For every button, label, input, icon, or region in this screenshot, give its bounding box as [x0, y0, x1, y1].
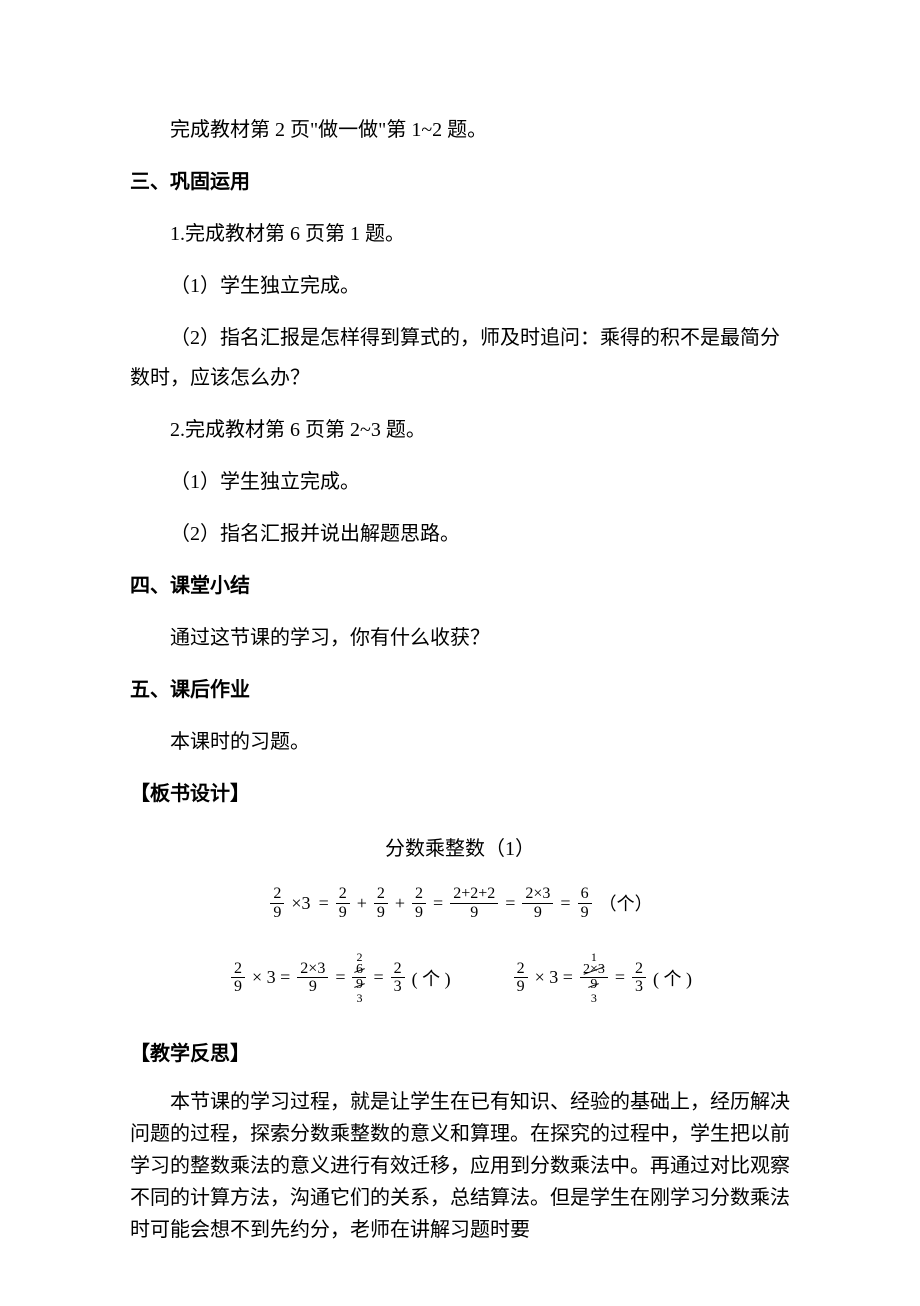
reflection-heading: 【教学反思】	[130, 1034, 790, 1074]
section-3-item-2-sub-1: （1）学生独立完成。	[130, 462, 790, 502]
eq2-frac-3: 2 3	[391, 960, 405, 996]
frac-6: 2×3 9	[522, 885, 553, 921]
section-3-item-1-sub-2: （2）指名汇报是怎样得到算式的，师及时追问：乘得的积不是最简分数时，应该怎么办？	[130, 318, 790, 398]
section-3-item-1-sub-1: （1）学生独立完成。	[130, 266, 790, 306]
frac-3: 2 9	[374, 885, 388, 921]
equation-1: 2 9 ×3 = 2 9 + 2 9 + 2 9 = 2+2+2 9 = 2×3…	[130, 885, 790, 921]
section-4-heading: 四、课堂小结	[130, 566, 790, 606]
frac-4: 2 9	[412, 885, 426, 921]
intro-line: 完成教材第 2 页"做一做"第 1~2 题。	[130, 110, 790, 150]
eq2-frac-2: 2×3 9	[297, 960, 328, 996]
section-4-content: 通过这节课的学习，你有什么收获？	[130, 618, 790, 658]
section-5-content: 本课时的习题。	[130, 722, 790, 762]
frac-1: 2 9	[270, 885, 284, 921]
frac-2: 2 9	[336, 885, 350, 921]
section-3-heading: 三、巩固运用	[130, 162, 790, 202]
equation-2: 2 9 × 3 = 2×3 9 = 2 6 9 3 = 2 3 ( 个 )	[228, 951, 451, 1004]
frac-5: 2+2+2 9	[450, 885, 498, 921]
frac-7: 6 9	[578, 885, 592, 921]
eq3-frac-1: 2 9	[514, 960, 528, 996]
board-design-heading: 【板书设计】	[130, 774, 790, 814]
section-5-heading: 五、课后作业	[130, 670, 790, 710]
eq2-cancel-frac: 2 6 9 3	[352, 951, 366, 1004]
eq3-frac-3: 2 3	[632, 960, 646, 996]
board-title: 分数乘整数（1）	[130, 832, 790, 861]
eq2-frac-1: 2 9	[231, 960, 245, 996]
reflection-content: 本节课的学习过程，就是让学生在已有知识、经验的基础上，经历解决问题的过程，探索分…	[130, 1086, 790, 1246]
equation-3: 2 9 × 3 = 1 2×3 9 3 = 2 3 ( 个 )	[511, 951, 692, 1004]
equation-row-2: 2 9 × 3 = 2×3 9 = 2 6 9 3 = 2 3 ( 个 )	[130, 951, 790, 1004]
eq3-cancel-frac: 1 2×3 9 3	[580, 951, 608, 1004]
section-3-item-2: 2.完成教材第 6 页第 2~3 题。	[130, 410, 790, 450]
section-3-item-1: 1.完成教材第 6 页第 1 题。	[130, 214, 790, 254]
section-3-item-2-sub-2: （2）指名汇报并说出解题思路。	[130, 514, 790, 554]
